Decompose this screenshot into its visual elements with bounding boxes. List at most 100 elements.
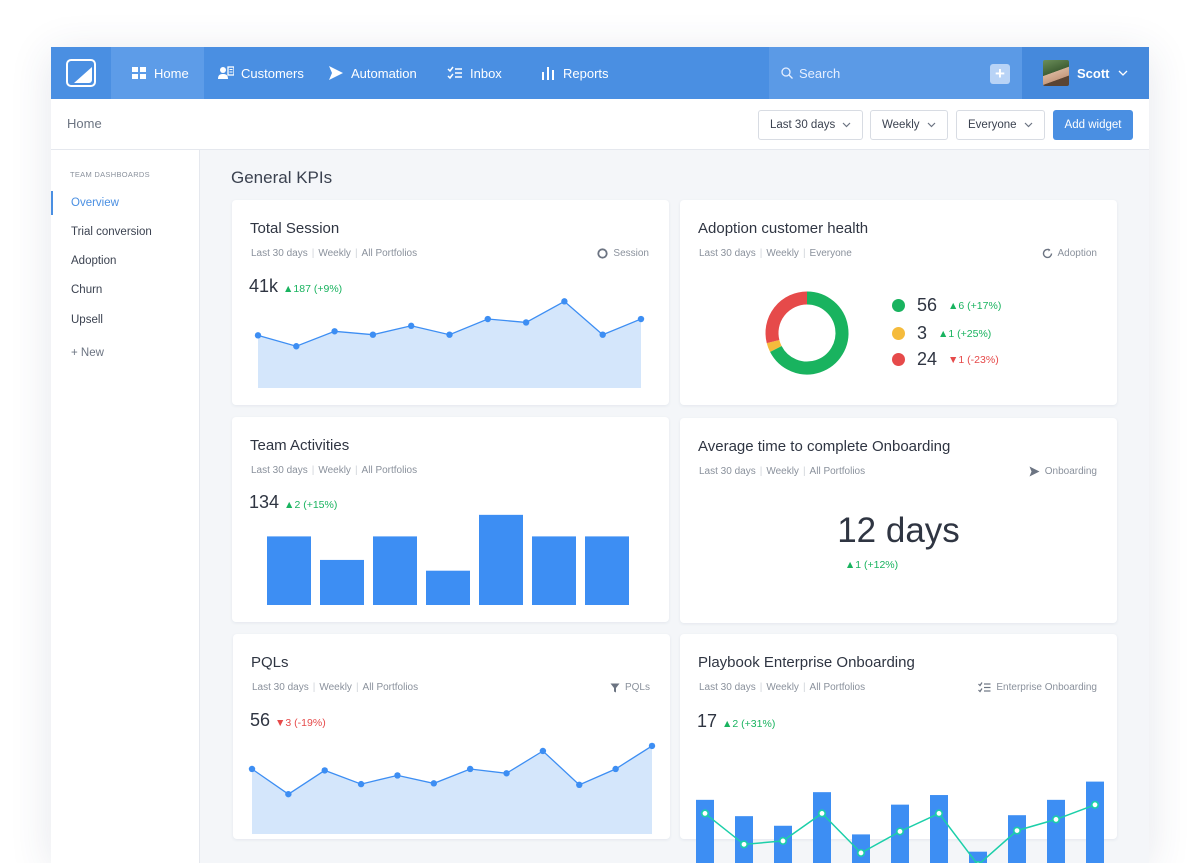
meta-scope: All Portfolios (362, 682, 419, 693)
data-point (599, 331, 606, 338)
legend-value: 3 (917, 323, 928, 343)
meta-interval: Weekly (319, 682, 352, 693)
sidebar-new-button[interactable]: + New (71, 347, 104, 359)
card-meta: Last 30 days | Weekly | Everyone (699, 248, 852, 259)
data-point (285, 790, 292, 798)
grid-icon (132, 67, 146, 79)
data-point (369, 331, 377, 338)
filter-icon (610, 683, 620, 692)
data-point (576, 781, 583, 788)
area-fill (252, 745, 652, 834)
bar (1047, 799, 1065, 863)
meta-interval: Weekly (318, 465, 351, 476)
yellow-dot-icon (892, 327, 905, 340)
card-playbook[interactable]: Playbook Enterprise Onboarding Last 30 d… (680, 634, 1117, 863)
trend-point (896, 827, 905, 836)
interval-value: Weekly (882, 119, 920, 131)
data-point (430, 780, 438, 787)
meta-scope: All Portfolios (361, 465, 418, 476)
user-name: Scott (1077, 65, 1110, 81)
nav-home-label: Home (154, 65, 189, 81)
breadcrumb[interactable]: Home (67, 116, 102, 131)
card-pqls[interactable]: PQLs Last 30 days | Weekly | All Portfolios … (233, 634, 670, 839)
bar (1086, 781, 1104, 863)
search-input[interactable]: Search (769, 47, 1022, 99)
nav-home[interactable]: Home (111, 47, 204, 99)
meta-range: Last 30 days (251, 465, 308, 476)
data-point (357, 780, 365, 788)
add-button[interactable]: + (990, 64, 1010, 84)
card-onboarding[interactable]: Average time to complete Onboarding Last… (680, 418, 1117, 623)
legend-item-risk: 24 ▼1 (-23%) (892, 349, 999, 370)
ring-icon (597, 248, 609, 259)
bar (1008, 815, 1026, 863)
data-point (254, 332, 262, 339)
avatar (1043, 60, 1069, 86)
legend-value: 56 (917, 295, 938, 315)
sidebar-item-churn[interactable]: Churn (71, 284, 103, 296)
nav-reports-label: Reports (563, 65, 609, 81)
meta-interval: Weekly (766, 682, 799, 693)
nav-customers-label: Customers (241, 65, 304, 81)
card-tag[interactable]: Session (597, 248, 649, 259)
card-tag[interactable]: Onboarding (1029, 466, 1097, 477)
sidebar: TEAM DASHBOARDS Overview Trial conversio… (51, 150, 200, 863)
data-point (648, 742, 656, 750)
legend-delta: ▼1 (-23%) (948, 353, 999, 366)
card-adoption[interactable]: Adoption customer health Last 30 days | We… (680, 200, 1117, 405)
bar (696, 799, 714, 863)
sidebar-item-upsell[interactable]: Upsell (71, 314, 103, 326)
red-dot-icon (892, 353, 905, 366)
bar (373, 536, 417, 605)
legend-item-neutral: 3 ▲1 (+25%) (892, 323, 991, 344)
sidebar-item-adoption[interactable]: Adoption (71, 255, 117, 267)
app-logo[interactable] (66, 59, 96, 87)
card-tag[interactable]: Enterprise Onboarding (978, 682, 1097, 693)
send-icon (329, 66, 343, 80)
bar (852, 834, 870, 863)
trend-point (739, 840, 748, 849)
trend-point (857, 848, 866, 857)
metric-value: 41k ▲187 (+9%) (249, 276, 342, 297)
customers-icon (218, 66, 234, 79)
card-team-activities[interactable]: Team Activities Last 30 days | Weekly | All … (232, 417, 669, 622)
metric-number: 17 (697, 711, 718, 731)
card-meta: Last 30 days | Weekly | All Portfolios (699, 466, 866, 477)
meta-interval: Weekly (318, 248, 351, 259)
bar (267, 536, 311, 605)
add-widget-button[interactable]: Add widget (1053, 110, 1133, 140)
data-point (612, 765, 619, 773)
card-tag[interactable]: PQLs (610, 682, 650, 693)
nav-automation[interactable]: Automation (328, 47, 417, 99)
trend-point (1012, 826, 1021, 835)
sidebar-item-overview[interactable]: Overview (51, 191, 200, 215)
nav-inbox[interactable]: Inbox (447, 47, 502, 99)
card-meta: Last 30 days | Weekly | All Portfolios (699, 682, 866, 693)
metric-number: 134 (249, 492, 280, 512)
meta-interval: Weekly (766, 466, 799, 477)
metric-value: 17 ▲2 (+31%) (697, 711, 775, 732)
date-range-select[interactable]: Last 30 days (758, 110, 864, 140)
donut-slice (765, 291, 808, 344)
card-total-session[interactable]: Total Session Last 30 days | Weekly | All Po… (232, 200, 669, 405)
user-menu[interactable]: Scott (1022, 47, 1149, 99)
nav-inbox-label: Inbox (470, 65, 502, 81)
audience-select[interactable]: Everyone (956, 110, 1045, 140)
toolbar: Home Last 30 days Weekly Everyone Add wi… (51, 99, 1149, 150)
card-tag[interactable]: Adoption (1042, 248, 1097, 259)
nav-reports[interactable]: Reports (540, 47, 609, 99)
bar (969, 851, 987, 863)
data-point (561, 298, 568, 305)
checklist-icon (447, 66, 462, 80)
sidebar-item-trial-conversion[interactable]: Trial conversion (71, 226, 152, 238)
card-meta: Last 30 days | Weekly | All Portfolios (251, 248, 418, 259)
app-window: Home Customers Automation Inbox Reports … (51, 47, 1149, 863)
data-point (331, 328, 338, 335)
health-donut-chart (765, 291, 849, 375)
bar (813, 792, 831, 863)
nav-customers[interactable]: Customers (218, 47, 304, 99)
meta-scope: All Portfolios (809, 682, 866, 693)
data-point (539, 747, 547, 755)
bar (585, 536, 629, 605)
interval-select[interactable]: Weekly (870, 110, 948, 140)
